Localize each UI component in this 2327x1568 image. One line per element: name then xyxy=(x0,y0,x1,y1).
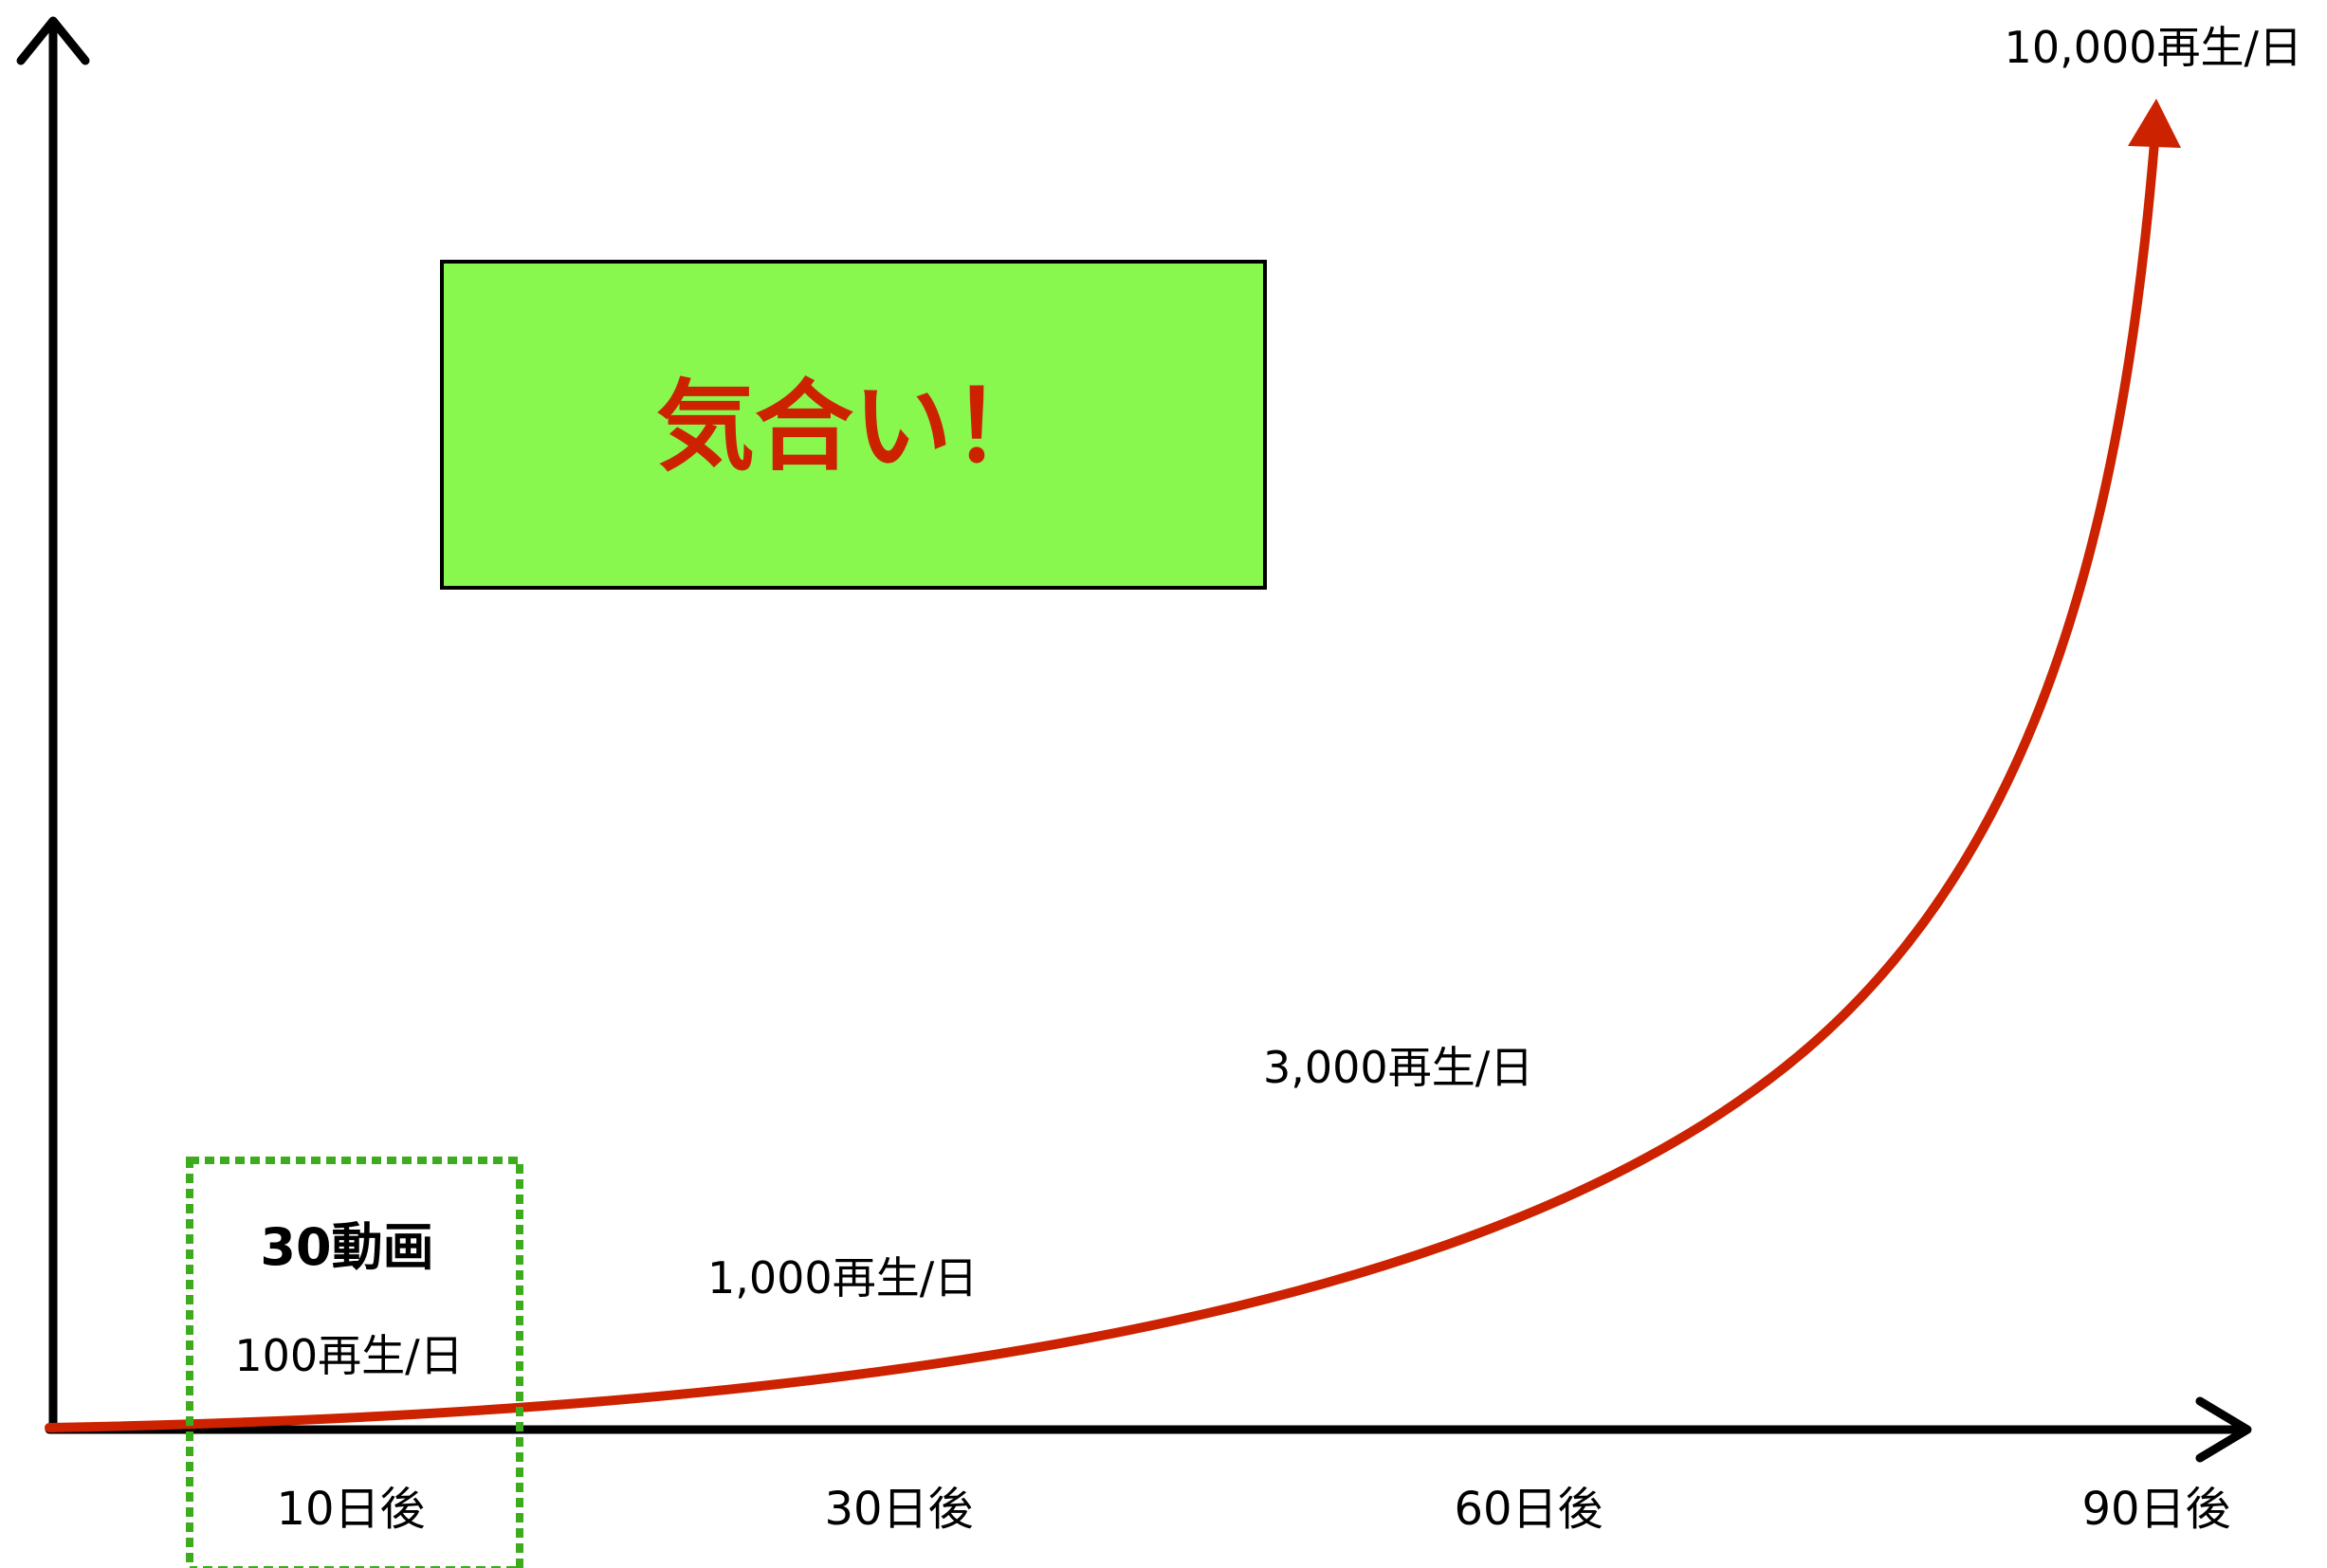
x-axis-arrowhead xyxy=(2195,1396,2252,1463)
growth-curve xyxy=(45,137,2159,1432)
growth-curve-arrowhead xyxy=(2128,99,2181,148)
banner-text: 気合い！ xyxy=(656,369,1051,484)
highlight-title: 30動画 xyxy=(260,1217,433,1277)
x-tick-60-days: 60日後 xyxy=(1454,1483,1603,1536)
x-tick-10-days: 10日後 xyxy=(276,1483,425,1536)
milestone-label-1000: 1,000再生/日 xyxy=(707,1252,978,1304)
x-tick-90-days: 90日後 xyxy=(2081,1483,2230,1536)
y-axis-arrowhead xyxy=(16,16,90,65)
milestone-label-10000: 10,000再生/日 xyxy=(2005,22,2302,73)
x-tick-30-days: 30日後 xyxy=(824,1483,973,1536)
banner-box xyxy=(440,260,1267,590)
milestone-label-100: 100再生/日 xyxy=(234,1330,463,1381)
milestone-label-3000: 3,000再生/日 xyxy=(1263,1042,1533,1093)
highlight-box xyxy=(186,1157,523,1568)
